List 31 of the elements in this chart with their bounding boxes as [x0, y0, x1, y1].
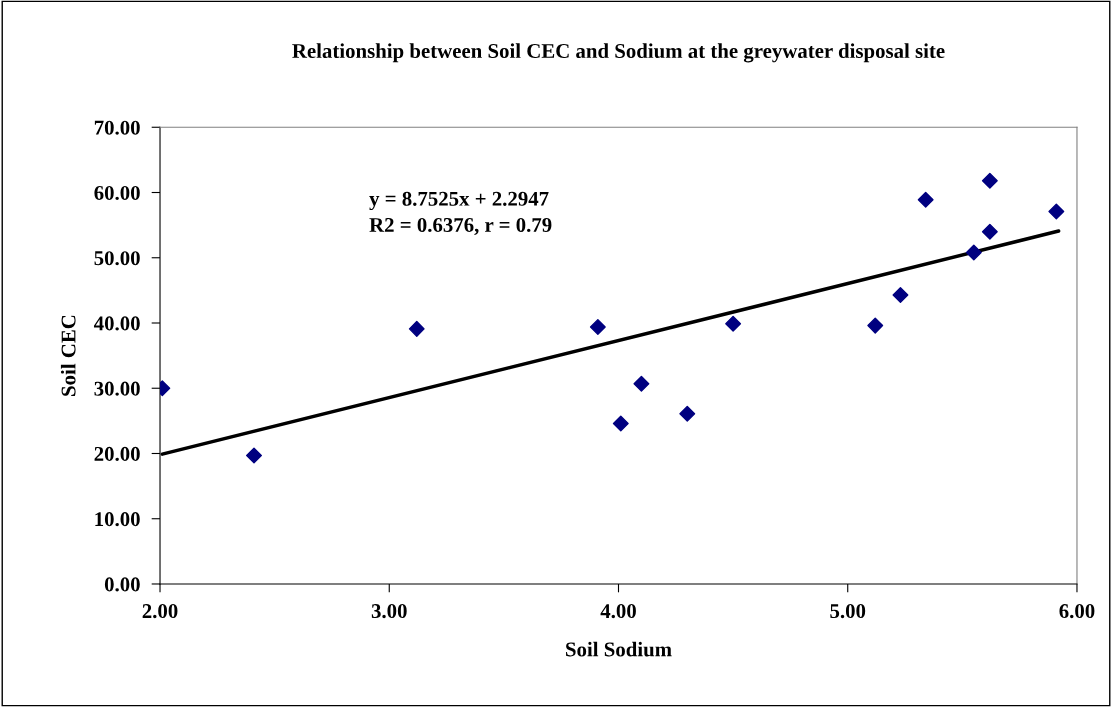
point [892, 286, 909, 303]
point [965, 244, 982, 261]
point [408, 320, 425, 337]
y-tick-label: 20.00 [94, 446, 140, 462]
y-tick-label: 30.00 [94, 381, 140, 396]
point [725, 315, 742, 332]
annotation: y = 8.7525x + 2.2947 R2 = 0.6376, r = 0.79 [369, 191, 552, 235]
y-tick-label: 40.00 [93, 316, 140, 331]
y-tick-label: 70.00 [94, 120, 140, 135]
x-tick-label: 2.00 [142, 604, 178, 619]
y-tick-label: 60.00 [94, 185, 140, 201]
chart-title: Relationship between Soil CEC and Sodium at the greywater disposal site [292, 43, 945, 63]
point [917, 191, 934, 208]
x-tick-label: 3.00 [371, 604, 407, 619]
point [1048, 203, 1065, 220]
y-axis-title: Soil CEC [60, 315, 76, 396]
point [246, 447, 262, 464]
point [589, 318, 606, 335]
point [633, 375, 650, 392]
point [981, 172, 998, 189]
point [612, 415, 629, 432]
x-tick-label: 6.00 [1059, 604, 1095, 619]
x-tick-label: 4.00 [600, 604, 636, 619]
x-tick-label: 5.00 [830, 604, 866, 619]
point [981, 223, 998, 240]
point [679, 405, 696, 422]
y-tick-label: 50.00 [94, 251, 140, 266]
x-axis-title: Soil Sodium [566, 641, 672, 657]
y-tick-label: 10.00 [95, 512, 140, 527]
y-tick-label: 0.00 [104, 577, 140, 592]
point [867, 317, 884, 334]
